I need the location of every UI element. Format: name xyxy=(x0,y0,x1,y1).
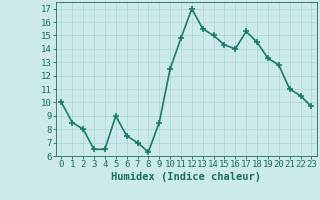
X-axis label: Humidex (Indice chaleur): Humidex (Indice chaleur) xyxy=(111,172,261,182)
